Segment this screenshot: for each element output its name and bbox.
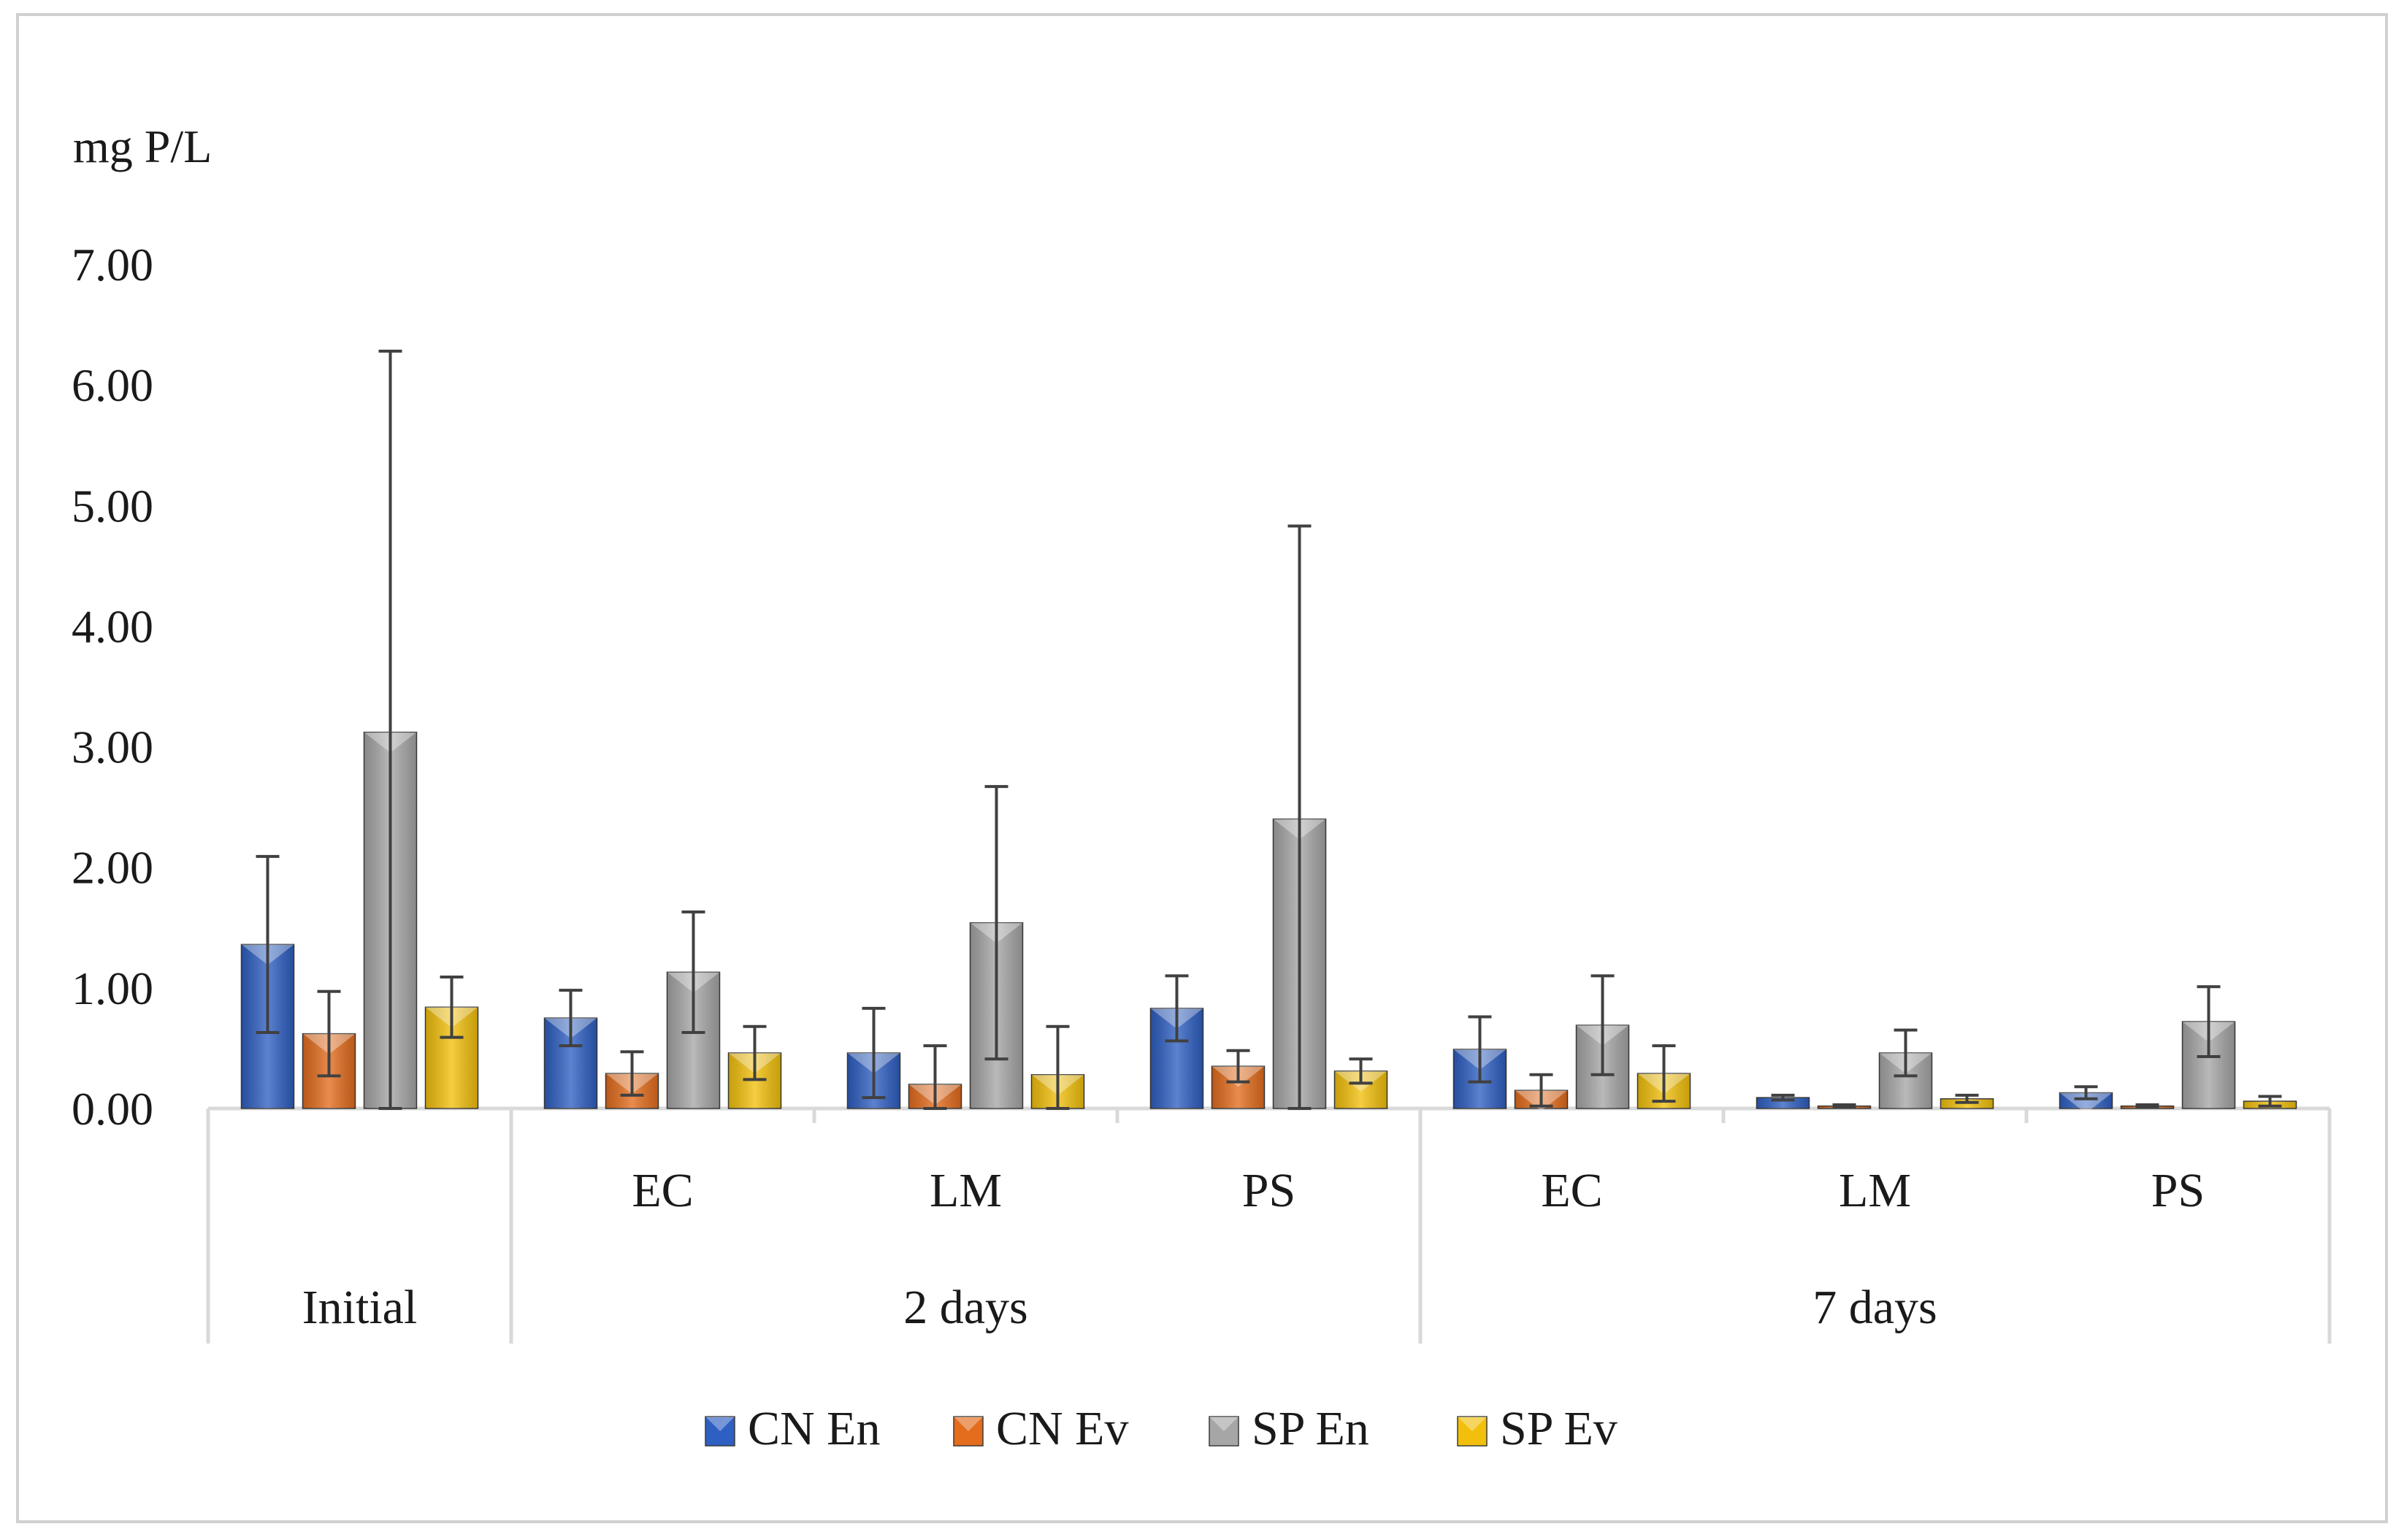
legend-swatch-bevel: [705, 1417, 735, 1431]
bar-shading: [1756, 1097, 1810, 1108]
legend-swatch: [1457, 1416, 1488, 1447]
y-tick-label: 4.00: [72, 600, 153, 652]
legend-swatch: [953, 1416, 984, 1447]
legend-label: CN En: [748, 1402, 881, 1455]
x-axis-labels: EC LM PS EC LM PS Initial 2 days 7 days: [302, 1164, 2205, 1334]
y-tick-label: 7.00: [72, 239, 153, 291]
category-label: EC: [1541, 1164, 1602, 1217]
group-label: 7 days: [1812, 1281, 1937, 1334]
legend-item: CN En: [705, 1402, 881, 1455]
legend-item: SP En: [1209, 1402, 1369, 1455]
y-tick-label: 5.00: [72, 480, 153, 532]
legend-item: SP Ev: [1457, 1402, 1618, 1455]
y-axis-ticks: 0.00 1.00 2.00 3.00 4.00 5.00 6.00 7.00: [72, 239, 153, 1135]
y-axis-label: mg P/L: [73, 120, 212, 172]
y-tick-label: 0.00: [72, 1083, 153, 1135]
legend-label: SP Ev: [1500, 1402, 1618, 1455]
bar-shading: [2059, 1092, 2113, 1108]
legend-item: CN Ev: [953, 1402, 1129, 1455]
legend-label: SP En: [1252, 1402, 1369, 1455]
legend-label: CN Ev: [996, 1402, 1129, 1455]
category-label: PS: [1242, 1164, 1295, 1217]
group-label: Initial: [302, 1281, 418, 1334]
category-label: PS: [2151, 1164, 2205, 1217]
legend-swatch: [705, 1416, 735, 1447]
legend-swatch-bevel: [1209, 1417, 1239, 1431]
y-tick-label: 3.00: [72, 721, 153, 773]
category-label: EC: [632, 1164, 693, 1217]
legend-swatch-bevel: [954, 1417, 983, 1431]
legend-swatch: [1209, 1416, 1239, 1447]
bar-bevel: [2059, 1092, 2113, 1114]
y-tick-label: 1.00: [72, 962, 153, 1014]
y-tick-label: 2.00: [72, 842, 153, 894]
category-label: LM: [930, 1164, 1002, 1217]
error-bars: [256, 349, 2282, 1110]
group-label: 2 days: [903, 1281, 1027, 1334]
category-label: LM: [1839, 1164, 1911, 1217]
y-tick-label: 6.00: [72, 359, 153, 411]
legend-swatch-bevel: [1458, 1417, 1487, 1431]
legend: CN En CN Ev SP En SP Ev: [705, 1402, 1618, 1455]
